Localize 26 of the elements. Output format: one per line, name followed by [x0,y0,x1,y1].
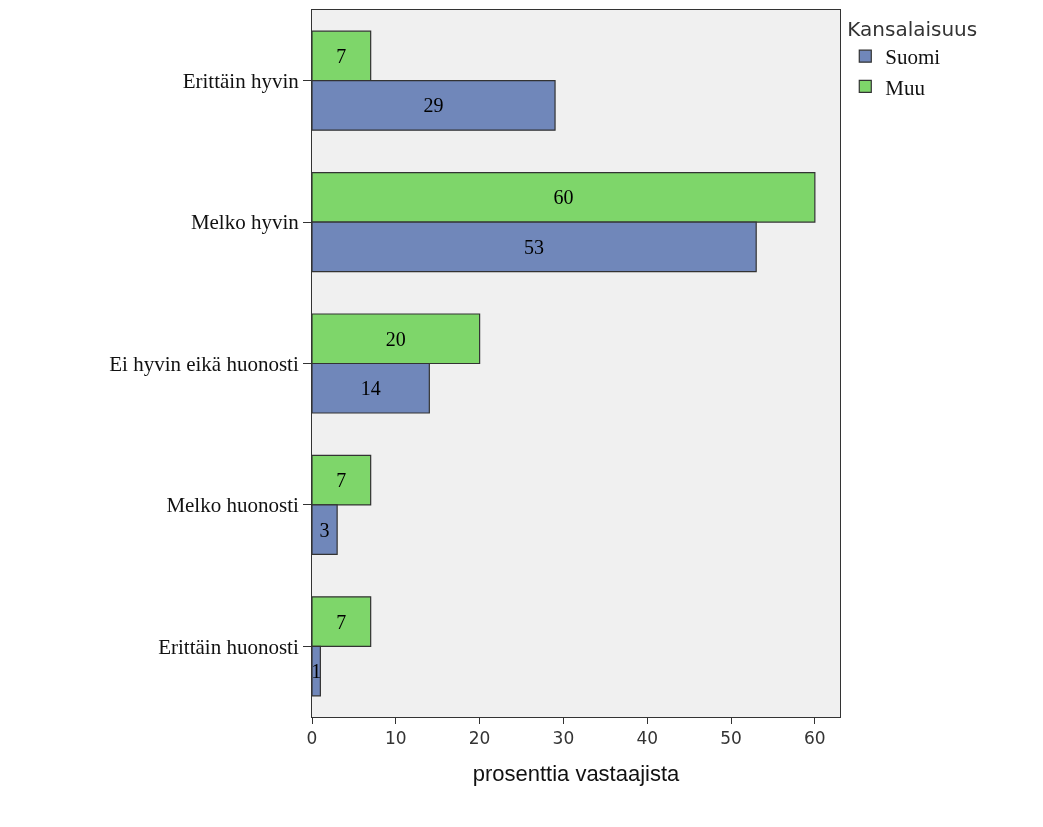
x-tick-label: 20 [468,728,491,749]
data-label: 53 [524,235,545,258]
legend-title: Kansalaisuus [847,17,978,41]
x-axis-title: prosenttia vastaajista [472,761,681,787]
data-label: 7 [336,469,347,492]
y-tick-label: Erittäin huonosti [158,634,299,659]
x-tick-label: 50 [720,728,742,749]
x-tick-label: 0 [306,728,318,749]
x-tick-label: 60 [804,728,826,749]
data-label: 3 [319,518,330,541]
y-tick-label: Erittäin hyvin [182,69,300,94]
data-label: 29 [423,94,444,117]
y-tick-label: Melko hyvin [190,210,300,235]
data-label: 20 [385,327,406,350]
data-label: 14 [360,377,381,400]
x-tick-label: 30 [552,728,575,749]
legend-label: Muu [885,75,926,100]
y-tick-label: Melko huonosti [166,493,299,518]
data-label: 7 [336,610,347,633]
x-tick-label: 10 [384,728,407,749]
y-tick-label: Ei hyvin eikä huonosti [109,351,299,376]
data-label: 1 [311,660,322,683]
x-tick-label: 40 [636,728,659,749]
legend-label: Suomi [885,45,941,70]
data-label: 60 [553,186,574,209]
data-label: 7 [336,44,347,67]
